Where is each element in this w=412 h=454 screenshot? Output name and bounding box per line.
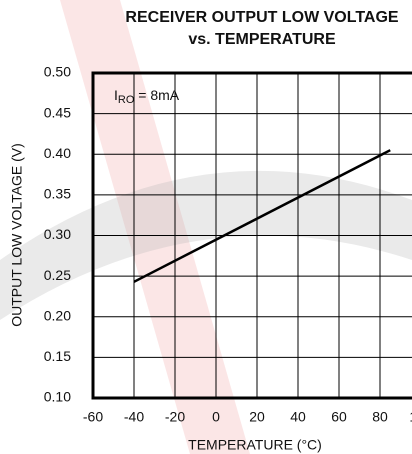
- x-tick-label: 20: [249, 409, 265, 425]
- y-tick-label: 0.25: [44, 267, 71, 283]
- y-tick-label: 0.20: [44, 307, 71, 323]
- chart-title: RECEIVER OUTPUT LOW VOLTAGE: [125, 9, 399, 26]
- y-axis-label: OUTPUT LOW VOLTAGE (V): [9, 143, 25, 327]
- x-tick-label: 60: [331, 409, 347, 425]
- x-axis-label: TEMPERATURE (°C): [188, 437, 322, 453]
- x-tick-label: 100: [409, 409, 412, 425]
- plot-frame: [91, 71, 412, 400]
- data-line: [133, 149, 391, 283]
- chart-subtitle: vs. TEMPERATURE: [188, 31, 336, 48]
- y-tick-label: 0.30: [44, 226, 71, 242]
- watermark: [0, 170, 412, 320]
- y-tick-label: 0.35: [44, 186, 71, 202]
- annotation: IRO = 8mA: [114, 87, 180, 106]
- y-tick-label: 0.15: [44, 348, 71, 364]
- x-tick-label: 80: [372, 409, 388, 425]
- x-tick-label: -60: [83, 409, 103, 425]
- y-tick-label: 0.10: [44, 389, 71, 405]
- x-tick-label: 0: [212, 409, 220, 425]
- x-tick-label: -40: [124, 409, 144, 425]
- x-tick-label: 40: [290, 409, 306, 425]
- y-tick-label: 0.40: [44, 145, 71, 161]
- x-tick-label: -20: [165, 409, 185, 425]
- y-tick-label: 0.50: [44, 64, 71, 80]
- y-tick-label: 0.45: [44, 104, 71, 120]
